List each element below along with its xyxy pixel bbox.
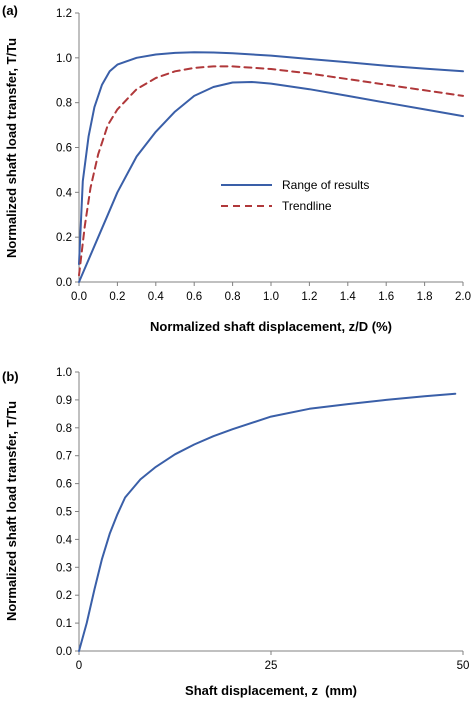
- panel-a-series-line-0: [78, 51, 464, 266]
- y-tick-label: 1.0: [56, 367, 72, 379]
- y-tick-label: 0.8: [56, 98, 72, 110]
- y-tick-label: 0.2: [56, 232, 72, 244]
- panel-b-axes: [78, 372, 463, 652]
- panel-b-series-line-0: [78, 392, 457, 652]
- y-tick-label: 0.0: [56, 277, 72, 289]
- panel-b: (b) 0.0 0.1 0.2 0.3 0.4 0.5 0.6 0.7 0.8 0.9 1.0 0 2…: [2, 367, 469, 698]
- y-tick-label: 0.9: [56, 395, 72, 407]
- legend-label-range: Range of results: [282, 178, 369, 192]
- y-tick-label: 0.3: [56, 562, 72, 574]
- panel-a: (a) 0.00.20.40.60.81.01.2 0.0 0.2 0.4 0.6 0.…: [2, 3, 471, 334]
- y-tick-label: 0.4: [56, 187, 73, 199]
- panel-b-series: [78, 392, 457, 652]
- y-tick-label: 0.6: [56, 143, 72, 155]
- x-tick-label: 2.0: [455, 291, 471, 303]
- x-tick-label: 1.0: [263, 291, 279, 303]
- x-tick-label: 1.4: [340, 291, 357, 303]
- y-tick-label: 0.5: [56, 507, 72, 519]
- x-tick-label: 0.0: [71, 291, 87, 303]
- y-tick-label: 0.8: [56, 423, 72, 435]
- y-tick-label: 1.2: [56, 8, 72, 20]
- panel-a-series-line-2: [78, 65, 464, 277]
- panel-a-x-ticks: 0.0 0.2 0.4 0.6 0.8 1.0 1.2 1.4 1.6 1.8 2.0: [71, 282, 471, 303]
- panel-a-series-line-1: [78, 81, 464, 283]
- x-tick-label: 0.8: [225, 291, 241, 303]
- panel-a-x-axis-title: Normalized shaft displacement, z/D (%): [150, 319, 392, 334]
- panel-a-y-axis-title: Normalized shaft load transfer, T/Tu: [4, 38, 19, 258]
- panel-b-label: (b): [2, 369, 19, 384]
- legend-label-trendline: Trendline: [282, 199, 332, 213]
- x-tick-label: 1.2: [301, 291, 317, 303]
- y-tick-label: 0.1: [56, 618, 72, 630]
- y-tick-label: 0.4: [56, 534, 73, 546]
- x-tick-label: 0: [76, 660, 82, 672]
- y-tick-label: 0.0: [56, 646, 72, 658]
- y-tick-label: 0.2: [56, 590, 72, 602]
- panel-a-label: (a): [2, 3, 18, 18]
- x-tick-label: 1.8: [417, 291, 433, 303]
- panel-b-y-axis-title: Normalized shaft load transfer, T/Tu: [4, 401, 19, 621]
- panel-a-legend: Range of results Trendline: [221, 178, 369, 213]
- x-tick-label: 50: [457, 660, 470, 672]
- y-tick-label: 0.6: [56, 479, 72, 491]
- panel-b-y-ticks: 0.0 0.1 0.2 0.3 0.4 0.5 0.6 0.7 0.8 0.9 1.0: [56, 367, 79, 658]
- y-tick-label: 0.7: [56, 451, 72, 463]
- panel-a-y-ticks: 0.0 0.2 0.4 0.6 0.8 1.0 1.2: [56, 8, 79, 289]
- x-tick-label: 0.2: [109, 291, 125, 303]
- panel-b-x-axis-title: Shaft displacement, z (mm): [185, 683, 357, 698]
- panel-b-x-ticks: 0 25 50: [76, 651, 470, 672]
- x-tick-label: 0.6: [186, 291, 202, 303]
- panel-a-series: [78, 51, 464, 283]
- y-tick-label: 1.0: [56, 53, 72, 65]
- x-tick-label: 25: [265, 660, 278, 672]
- x-tick-label: 0.4: [148, 291, 165, 303]
- x-tick-label: 1.6: [378, 291, 394, 303]
- panel-a-gridless-axes: [78, 13, 463, 283]
